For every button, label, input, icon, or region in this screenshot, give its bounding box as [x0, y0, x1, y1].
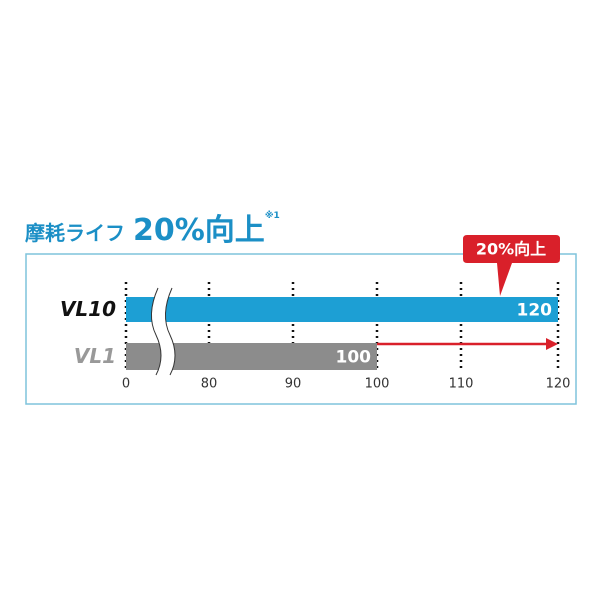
x-tick-label: 90	[285, 377, 302, 392]
bar-value-label: 100	[336, 348, 372, 368]
category-label: VL10	[60, 297, 116, 321]
callout-bubble	[463, 235, 560, 296]
x-tick-label: 120	[546, 377, 571, 392]
callout-label: 20%向上	[476, 240, 546, 259]
footnote: ※1	[264, 211, 280, 221]
title-text: 摩耗ライフ	[25, 221, 125, 245]
chart-title: 摩耗ライフ 20%向上※1	[25, 205, 280, 249]
x-tick-label: 110	[449, 377, 474, 392]
x-tick-label: 0	[122, 377, 130, 392]
axis-break-fill	[151, 288, 175, 375]
x-tick-label: 100	[365, 377, 390, 392]
axis-break-icon	[151, 287, 176, 376]
arrow-head-icon	[546, 338, 558, 350]
category-label: VL1	[74, 344, 116, 368]
bar-VL10	[126, 297, 558, 322]
headline-text: 20%向上	[133, 213, 265, 248]
x-tick-label: 80	[201, 377, 218, 392]
frame	[25, 253, 577, 405]
bar-value-label: 120	[517, 301, 553, 321]
